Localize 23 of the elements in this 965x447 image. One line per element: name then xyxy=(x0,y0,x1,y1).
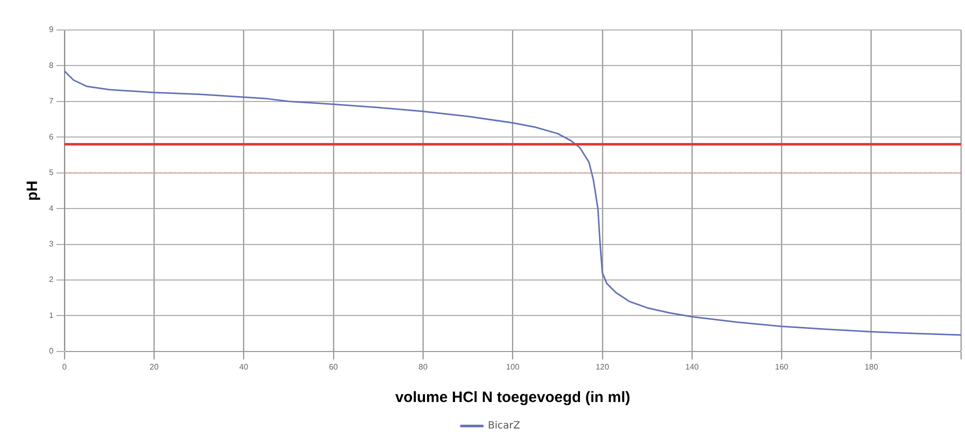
x-tick-label: 40 xyxy=(239,362,249,372)
x-tick-label: 140 xyxy=(685,362,700,372)
x-tick-label: 60 xyxy=(328,362,338,372)
x-tick-label: 120 xyxy=(596,362,610,372)
y-tick-label: 1 xyxy=(48,310,54,320)
x-tick-label: 20 xyxy=(150,362,160,372)
x-tick-label: 0 xyxy=(62,362,68,372)
x-tick-label: 80 xyxy=(418,362,428,372)
y-tick-label: 4 xyxy=(48,204,54,213)
y-tick-label: 5 xyxy=(48,168,54,178)
y-axis-title: pH xyxy=(24,180,42,201)
y-tick-label: 6 xyxy=(48,132,54,142)
y-tick-label: 3 xyxy=(48,239,54,248)
x-tick-label: 100 xyxy=(506,362,520,372)
y-tick-label: 2 xyxy=(48,275,54,284)
legend-label: BicarZ xyxy=(488,420,520,432)
y-tick-label: 0 xyxy=(48,346,54,356)
x-tick-label: 160 xyxy=(775,362,789,372)
y-tick-label: 9 xyxy=(48,25,54,34)
x-tick-label: 180 xyxy=(864,362,879,372)
y-tick-label: 8 xyxy=(48,60,54,70)
x-axis-title: volume HCl N toegevoegd (in ml) xyxy=(395,389,630,406)
y-tick-label: 7 xyxy=(48,96,54,106)
